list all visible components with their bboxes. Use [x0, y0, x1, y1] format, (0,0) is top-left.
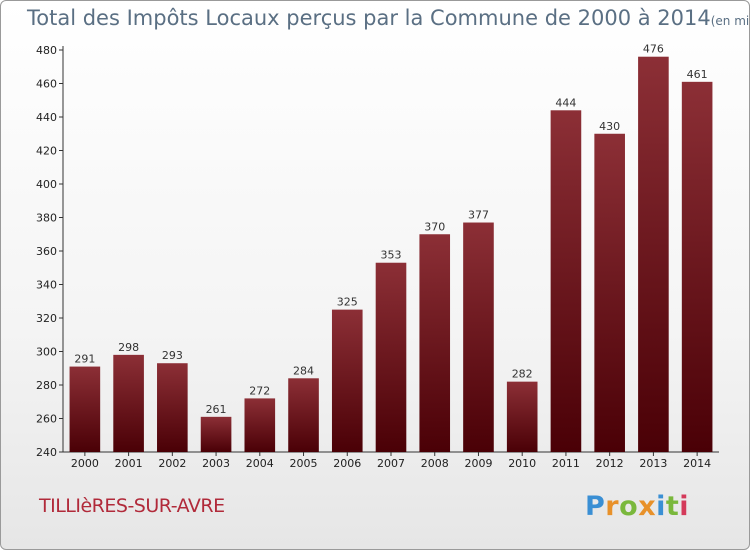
- data-label-2004: 272: [249, 384, 270, 397]
- bar-2004: [244, 398, 276, 452]
- x-tick-label-2014: 2014: [683, 457, 711, 470]
- logo-letter: x: [638, 491, 657, 522]
- bar-2001: [113, 354, 144, 452]
- logo-letter: o: [619, 491, 639, 522]
- x-tick-label-2008: 2008: [421, 457, 449, 470]
- data-labels: 291 298 293 261 272 284 325 353 370 377 282 444 430 4…: [74, 43, 707, 416]
- bar-2012: [594, 133, 625, 452]
- y-axis: 240 260 280 300 320 340 360 380 400 420 440 460 480: [36, 44, 64, 459]
- bar-2008: [419, 234, 451, 452]
- commune-name: TILLIèRES-SUR-AVRE: [39, 495, 225, 517]
- x-tick-label-2010: 2010: [508, 457, 536, 470]
- x-tick-label-2006: 2006: [333, 457, 361, 470]
- data-label-2013: 476: [643, 43, 664, 56]
- bar-2013: [638, 56, 669, 452]
- bar-2014: [681, 81, 713, 452]
- bar-2002: [157, 363, 188, 452]
- y-tick-label: 240: [36, 446, 57, 459]
- x-tick-label-2000: 2000: [71, 457, 99, 470]
- logo-letter: P: [585, 491, 606, 522]
- data-label-2009: 377: [468, 209, 489, 222]
- y-tick-label: 420: [36, 145, 57, 158]
- x-tick-label-2004: 2004: [246, 457, 274, 470]
- data-label-2002: 293: [162, 349, 183, 362]
- data-label-2006: 325: [337, 296, 358, 309]
- y-tick-label: 460: [36, 78, 57, 91]
- data-label-2011: 444: [555, 96, 576, 109]
- y-tick-label: 340: [36, 279, 57, 292]
- logo-letter: t: [665, 491, 680, 522]
- bar-2006: [331, 309, 363, 452]
- x-tick-label-2013: 2013: [639, 457, 667, 470]
- data-label-2012: 430: [599, 120, 620, 133]
- bar-2000: [69, 366, 101, 452]
- x-tick-label-2012: 2012: [596, 457, 624, 470]
- logo-letter: r: [605, 491, 620, 522]
- chart-title: Total des Impôts Locaux perçus par la Co…: [27, 6, 750, 30]
- data-label-2003: 261: [206, 403, 227, 416]
- bar-series: [69, 56, 713, 453]
- y-tick-label: 280: [36, 379, 57, 392]
- bar-2011: [550, 110, 582, 453]
- bar-2009: [463, 222, 494, 452]
- bar-2007: [375, 262, 407, 452]
- bar-2005: [288, 378, 319, 452]
- data-label-2000: 291: [74, 353, 95, 366]
- data-label-2005: 284: [293, 364, 314, 377]
- data-label-2010: 282: [512, 368, 533, 381]
- y-tick-label: 320: [36, 312, 57, 325]
- logo-letter: i: [656, 491, 666, 522]
- x-tick-label-2005: 2005: [290, 457, 318, 470]
- y-tick-label: 260: [36, 413, 57, 426]
- x-tick-label-2001: 2001: [115, 457, 143, 470]
- data-label-2001: 298: [118, 341, 139, 354]
- y-tick-label: 380: [36, 212, 57, 225]
- bar-2010: [506, 381, 538, 452]
- y-tick-label: 300: [36, 346, 57, 359]
- proxiti-logo[interactable]: Proxiti: [585, 491, 689, 522]
- data-label-2008: 370: [424, 220, 445, 233]
- y-tick-label: 360: [36, 245, 57, 258]
- y-tick-label: 400: [36, 178, 57, 191]
- x-axis: 2000 2001 2002 2003 2004 2005 2006 2007 2008 2009…: [63, 451, 719, 470]
- x-tick-label-2011: 2011: [552, 457, 580, 470]
- chart-title-text: Total des Impôts Locaux perçus par la Co…: [27, 6, 711, 30]
- x-tick-label-2003: 2003: [202, 457, 230, 470]
- y-tick-label: 480: [36, 44, 57, 57]
- data-label-2014: 461: [687, 68, 708, 81]
- logo-letter: i: [679, 491, 690, 522]
- bar-2003: [200, 416, 232, 452]
- x-tick-label-2009: 2009: [464, 457, 492, 470]
- y-tick-label: 440: [36, 111, 57, 124]
- x-tick-label-2007: 2007: [377, 457, 405, 470]
- data-label-2007: 353: [381, 249, 402, 262]
- x-tick-label-2002: 2002: [158, 457, 186, 470]
- chart-unit-note: (en milliers d'€): [710, 14, 750, 28]
